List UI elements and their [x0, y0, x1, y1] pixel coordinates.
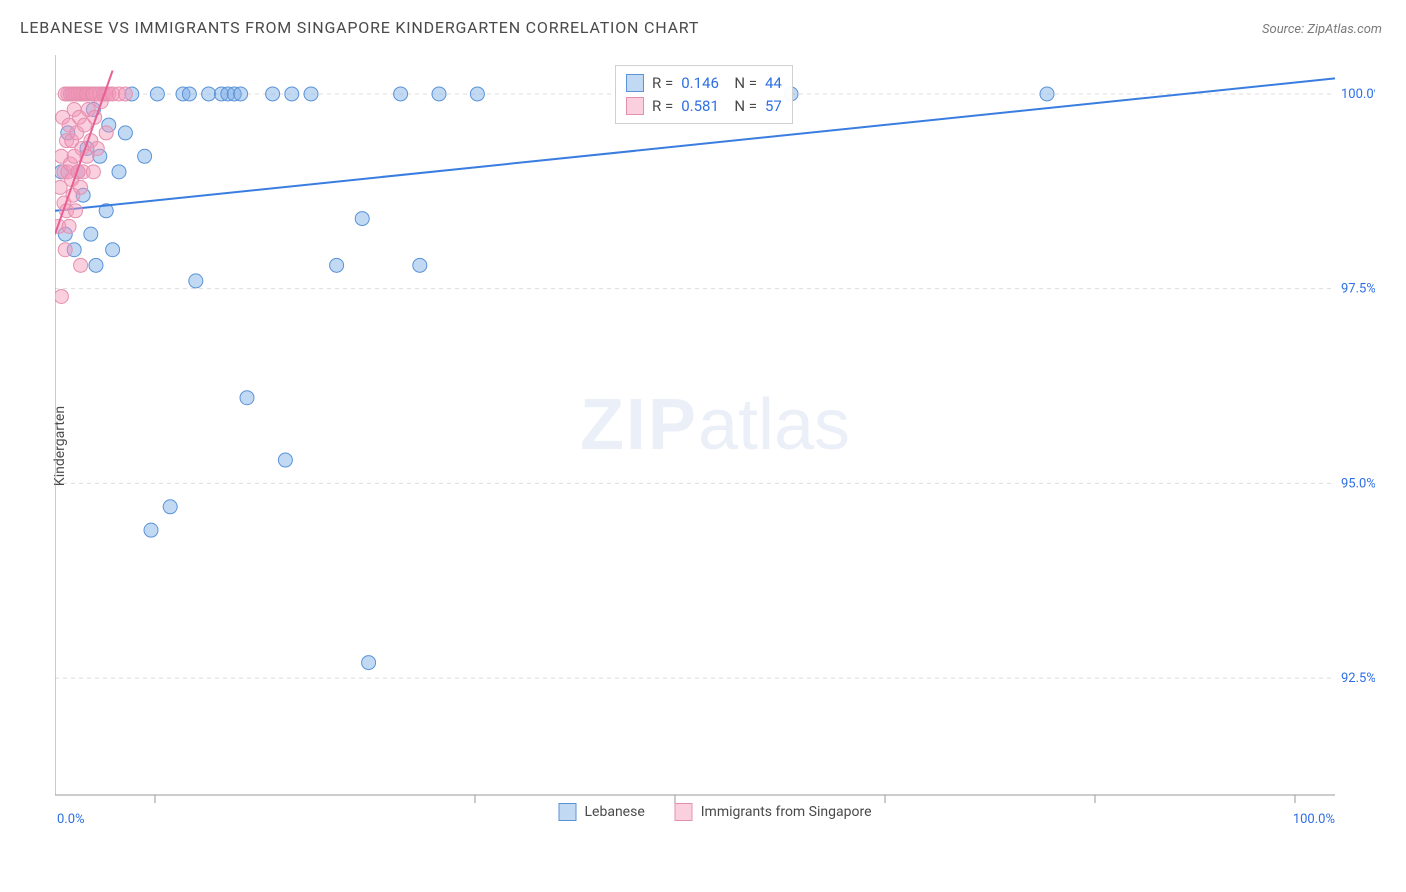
r-value: 0.146 — [681, 72, 719, 95]
n-value: 57 — [765, 95, 782, 118]
n-label: N = — [727, 95, 757, 118]
data-point — [118, 87, 132, 101]
data-point — [86, 165, 100, 179]
data-point — [1040, 87, 1054, 101]
data-point — [394, 87, 408, 101]
data-point — [266, 87, 280, 101]
data-point — [362, 656, 376, 670]
legend-swatch — [559, 803, 577, 821]
r-label: R = — [652, 95, 673, 118]
data-point — [163, 500, 177, 514]
y-tick-label: 92.5% — [1341, 671, 1375, 686]
legend-swatch — [675, 803, 693, 821]
data-point — [182, 87, 196, 101]
scatter-plot-svg: 92.5% 95.0% 97.5% 100.0% — [55, 55, 1375, 825]
y-tick-label: 100.0% — [1341, 87, 1375, 102]
data-point — [355, 212, 369, 226]
data-point — [62, 219, 76, 233]
legend-item: Immigrants from Singapore — [675, 803, 872, 821]
n-value: 44 — [765, 72, 782, 95]
data-point — [106, 243, 120, 257]
correlation-legend: R = 0.146 N = 44R = 0.581 N = 57 — [615, 65, 793, 124]
data-point — [189, 274, 203, 288]
data-point — [470, 87, 484, 101]
data-point — [285, 87, 299, 101]
data-point — [68, 204, 82, 218]
y-tick-label: 95.0% — [1341, 476, 1375, 491]
r-label: R = — [652, 72, 673, 95]
data-point — [90, 141, 104, 155]
legend-swatch — [626, 97, 644, 115]
legend-label: Lebanese — [585, 804, 645, 820]
n-label: N = — [727, 72, 757, 95]
data-point — [278, 453, 292, 467]
data-point — [89, 258, 103, 272]
corr-legend-row: R = 0.146 N = 44 — [626, 72, 782, 95]
r-value: 0.581 — [681, 95, 719, 118]
data-point — [150, 87, 164, 101]
series-legend: Lebanese Immigrants from Singapore — [559, 803, 872, 821]
data-point — [118, 126, 132, 140]
data-point — [330, 258, 344, 272]
y-tick-label: 97.5% — [1341, 282, 1375, 297]
data-point — [304, 87, 318, 101]
chart-area: 92.5%95.0%97.5%100.0% ZIPatlas R = 0.146… — [55, 55, 1375, 825]
data-point — [202, 87, 216, 101]
data-point — [234, 87, 248, 101]
legend-label: Immigrants from Singapore — [701, 804, 872, 820]
data-point — [413, 258, 427, 272]
x-axis-min-label: 0.0% — [57, 812, 85, 827]
chart-title: LEBANESE VS IMMIGRANTS FROM SINGAPORE KI… — [20, 18, 699, 37]
data-point — [74, 258, 88, 272]
corr-legend-row: R = 0.581 N = 57 — [626, 95, 782, 118]
data-point — [240, 391, 254, 405]
data-point — [58, 243, 72, 257]
legend-swatch — [626, 74, 644, 92]
source-attribution: Source: ZipAtlas.com — [1262, 22, 1382, 37]
data-point — [74, 180, 88, 194]
data-point — [144, 523, 158, 537]
x-axis-max-label: 100.0% — [1293, 812, 1335, 827]
data-point — [55, 289, 68, 303]
data-point — [99, 126, 113, 140]
legend-item: Lebanese — [559, 803, 645, 821]
data-point — [112, 165, 126, 179]
data-point — [138, 149, 152, 163]
data-point — [84, 227, 98, 241]
data-point — [432, 87, 446, 101]
